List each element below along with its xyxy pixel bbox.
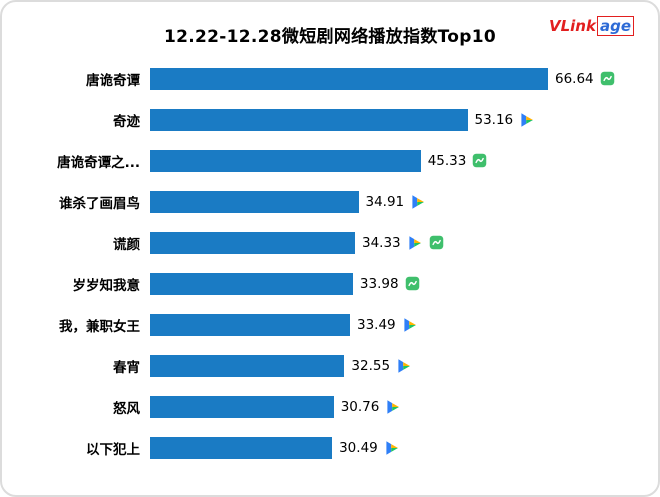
value-label: 34.33: [362, 234, 401, 251]
green-platform-icon: [429, 235, 444, 250]
bar-chart: 唐诡奇谭 66.64 奇迹 53.16 唐诡奇谭之... 45.33 谁杀了画眉鸟 34.91…: [12, 58, 652, 468]
bar: [150, 190, 359, 213]
value-label: 66.64: [555, 70, 594, 87]
logo-text-blue: age: [596, 16, 634, 36]
bar: [150, 272, 353, 295]
chart-title: 12.22-12.28微短剧网络播放指数Top10: [164, 27, 496, 47]
category-label: 唐诡奇谭之...: [57, 154, 140, 171]
bar: [150, 354, 345, 377]
value-label: 53.16: [474, 111, 514, 128]
green-platform-icon: [405, 276, 420, 291]
category-label: 唐诡奇谭: [86, 72, 140, 89]
bar: [150, 313, 350, 336]
tencent-video-play-icon: [384, 440, 400, 456]
bar: [150, 395, 334, 418]
chart-row: 唐诡奇谭之... 45.33: [12, 140, 652, 181]
value-label: 32.55: [351, 357, 391, 374]
category-label: 岁岁知我意: [72, 277, 141, 294]
category-label: 谎颜: [113, 236, 140, 253]
bar: [150, 436, 333, 459]
chart-row: 岁岁知我意 33.98: [12, 263, 652, 304]
category-label: 我，兼职女王: [59, 318, 140, 335]
chart-row: 我，兼职女王 33.49: [12, 304, 652, 345]
green-platform-icon: [472, 153, 487, 168]
tencent-video-play-icon: [396, 358, 412, 374]
green-platform-icon: [600, 71, 615, 86]
chart-row: 谁杀了画眉鸟 34.91: [12, 181, 652, 222]
category-label: 春宵: [113, 359, 140, 376]
vlinkage-logo: VLink age: [548, 16, 634, 36]
bar: [150, 149, 421, 172]
value-label: 30.49: [339, 439, 378, 456]
category-label: 怒风: [113, 400, 140, 417]
category-label: 奇迹: [113, 113, 140, 130]
logo-text-red: VLink: [548, 17, 596, 35]
tencent-video-play-icon: [519, 112, 535, 128]
value-label: 33.49: [357, 316, 396, 333]
chart-row: 谎颜 34.33: [12, 222, 652, 263]
value-label: 34.91: [365, 193, 405, 210]
bar: [150, 108, 468, 131]
value-label: 33.98: [359, 275, 399, 292]
chart-row: 唐诡奇谭 66.64: [12, 58, 652, 99]
category-label: 谁杀了画眉鸟: [59, 195, 140, 212]
tencent-video-play-icon: [410, 194, 426, 210]
bar: [150, 231, 355, 254]
tencent-video-play-icon: [407, 235, 423, 251]
chart-row: 春宵 32.55: [12, 345, 652, 386]
tencent-video-play-icon: [385, 399, 401, 415]
value-label: 30.76: [340, 398, 380, 415]
tencent-video-play-icon: [402, 317, 418, 333]
chart-row: 以下犯上 30.49: [12, 427, 652, 468]
value-label: 45.33: [427, 152, 467, 169]
chart-row: 奇迹 53.16: [12, 99, 652, 140]
chart-row: 怒风 30.76: [12, 386, 652, 427]
bar: [150, 67, 548, 90]
category-label: 以下犯上: [86, 441, 140, 458]
